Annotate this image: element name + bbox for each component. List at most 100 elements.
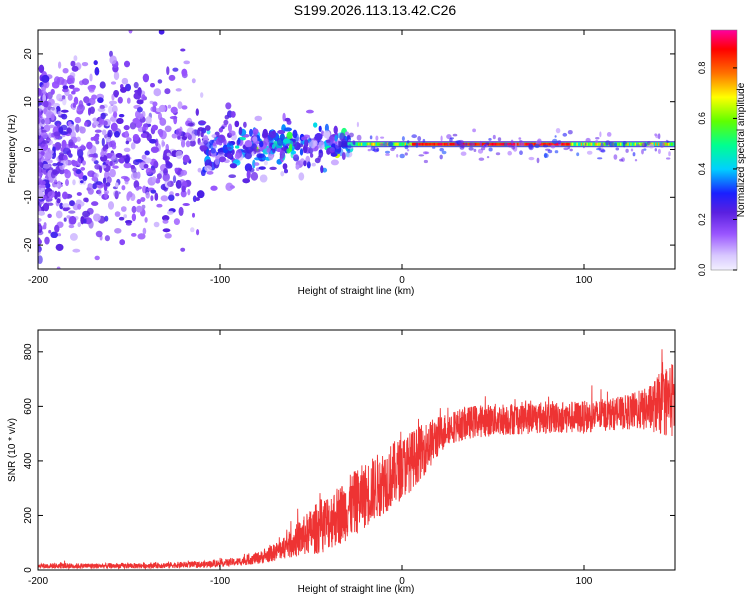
spectrogram-cell: [110, 81, 117, 85]
spectrogram-cell: [447, 143, 450, 145]
spectrogram-cell: [123, 147, 131, 152]
spectrogram-cell: [519, 140, 523, 143]
x-tick-label: -200: [28, 275, 48, 286]
spectrogram-cell: [212, 142, 217, 147]
spectrogram-cell: [224, 146, 232, 150]
spectrogram-cell: [225, 182, 234, 191]
spectrogram-cell: [187, 188, 191, 196]
carrier-line-cell: [400, 142, 402, 146]
spectrogram-cell: [228, 141, 235, 146]
spectrogram-cell: [353, 141, 356, 146]
spectrogram-cell: [68, 210, 76, 214]
carrier-line-cell: [657, 142, 660, 146]
spectrogram-cell: [562, 132, 568, 137]
carrier-line-cell: [556, 142, 558, 146]
spectrogram-cell: [88, 183, 93, 188]
spectrogram-cell: [143, 163, 149, 169]
spectrogram-cell: [38, 217, 42, 223]
spectrogram-cell: [75, 123, 80, 133]
spectrogram-cell: [45, 183, 51, 189]
spectrogram-cell: [468, 147, 474, 151]
spectrogram-cell: [366, 144, 372, 148]
spectrogram-cell: [284, 117, 291, 122]
spectrogram-cell: [567, 146, 571, 150]
spectrogram-cell: [314, 133, 323, 141]
figure-title: S199.2026.113.13.42.C26: [293, 2, 457, 18]
carrier-line-cell: [540, 142, 542, 146]
spectrogram-cell: [131, 213, 136, 222]
carrier-line-cell: [445, 142, 447, 146]
spectrogram-cell: [65, 179, 69, 186]
spectrogram-cell: [263, 136, 269, 146]
spectrogram-cell: [199, 144, 208, 151]
carrier-line-cell: [481, 142, 484, 146]
spectrogram-cell: [283, 127, 292, 132]
spectrogram-cell: [175, 180, 182, 189]
spectrogram-cell: [250, 171, 259, 181]
spectrogram-cell: [200, 92, 204, 98]
spectrogram-cell: [625, 148, 629, 153]
spectrogram-cell: [57, 161, 61, 166]
carrier-line-cell: [516, 142, 519, 146]
x-tick-label: 100: [576, 576, 593, 587]
spectrogram-cell: [58, 61, 62, 69]
spectrogram-cell: [114, 131, 120, 138]
spectrogram-cell: [69, 200, 75, 207]
spectrogram-cell: [109, 160, 113, 166]
spectrogram-cell: [88, 153, 96, 158]
carrier-line-cell: [494, 142, 497, 146]
spectrogram-cell: [318, 125, 322, 132]
carrier-line-cell: [636, 142, 638, 146]
spectrogram-cell: [87, 102, 91, 106]
spectrogram-cell: [132, 118, 140, 124]
carrier-line-cell: [551, 142, 554, 146]
spectrogram-cell: [370, 146, 376, 152]
spectrogram-cell: [125, 222, 132, 226]
spectrogram-cell: [301, 136, 308, 141]
spectrogram-cell: [460, 151, 467, 156]
spectrogram-cell: [172, 175, 177, 184]
spectrogram-cell: [110, 122, 118, 132]
carrier-line-cell: [363, 142, 366, 146]
colorbar-tick-label: 0.6: [697, 112, 707, 125]
carrier-line-cell: [532, 142, 535, 146]
spectrogram-cell: [204, 165, 212, 172]
spectrogram-cell: [80, 167, 85, 171]
spectrogram-cell: [131, 205, 137, 214]
spectrogram-cell: [54, 190, 58, 200]
spectrogram-y-axis: -20 -10 0 10 20: [23, 48, 675, 252]
spectrogram-cell: [57, 111, 62, 116]
carrier-line-cell: [374, 142, 376, 146]
snr-frame: [37, 329, 676, 571]
spectrogram-cell: [69, 84, 75, 89]
spectrogram-cell: [488, 147, 493, 152]
spectrogram-cell: [63, 217, 67, 222]
spectrogram-cell: [116, 118, 124, 124]
spectrogram-cell: [277, 130, 286, 134]
carrier-line-cell: [432, 142, 434, 146]
spectrogram-cell: [252, 159, 256, 169]
spectrogram-cell: [42, 163, 50, 169]
spectrogram-cell: [311, 162, 316, 167]
spectrogram-cell: [114, 190, 119, 200]
spectrogram-cell: [440, 135, 443, 142]
carrier-line-cell: [554, 142, 557, 146]
spectrogram-cell: [56, 123, 61, 129]
spectrogram-cell: [130, 172, 139, 180]
spectrogram-cell: [123, 125, 130, 131]
spectrogram-cell: [77, 149, 84, 158]
carrier-line-cell: [378, 142, 380, 146]
spectrogram-cell: [488, 138, 492, 141]
spectrogram-cell: [40, 118, 45, 125]
spectrogram-cell: [146, 133, 152, 142]
carrier-line-cell: [435, 142, 437, 146]
spectrogram-cell: [44, 151, 52, 160]
spectrogram-cell: [115, 182, 119, 188]
spectrogram-cell: [141, 154, 147, 160]
spectrogram-cell: [111, 105, 118, 114]
carrier-line-cell: [595, 142, 597, 146]
colorbar-tick-label: 0.2: [697, 213, 707, 226]
spectrogram-cell: [223, 119, 229, 126]
spectrogram-cell: [341, 138, 347, 144]
spectrogram-cell: [547, 149, 553, 154]
